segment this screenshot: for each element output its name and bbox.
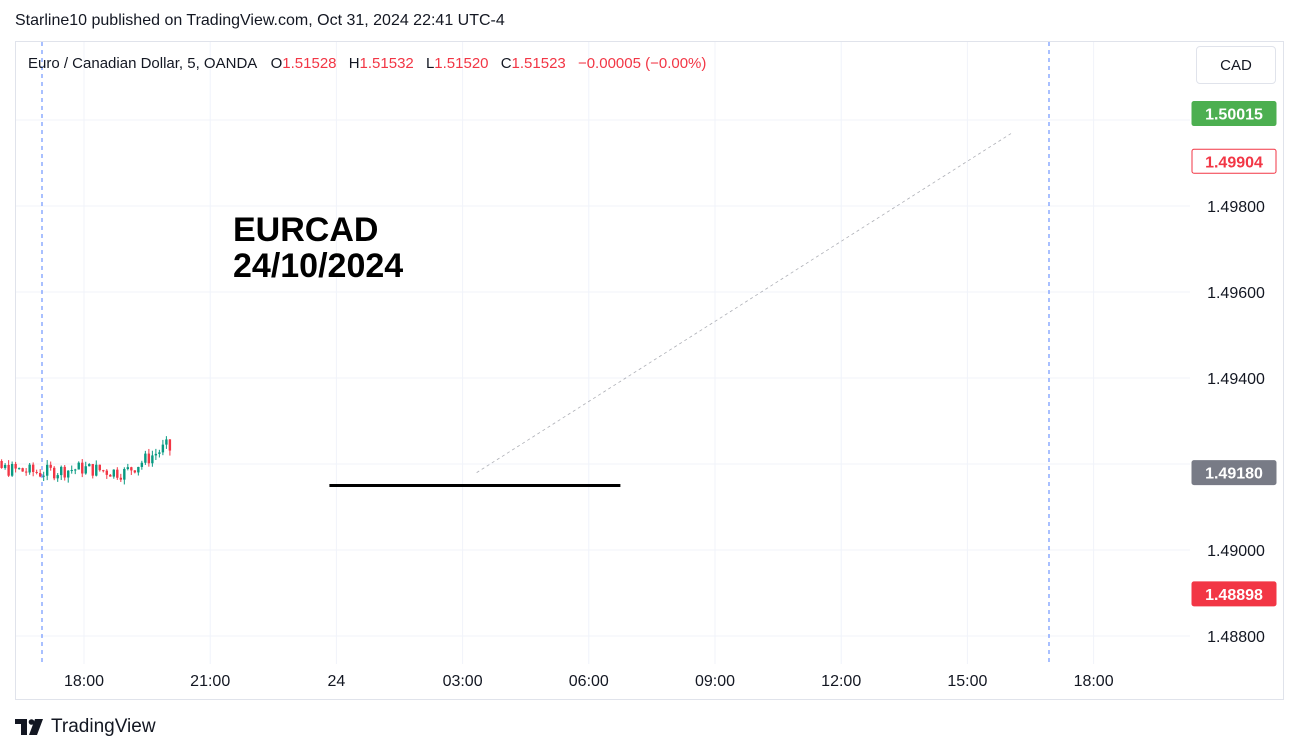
time-tick-label: 21:00 bbox=[190, 673, 230, 690]
candle bbox=[154, 453, 158, 456]
candle bbox=[165, 439, 168, 445]
candle bbox=[102, 470, 105, 472]
tradingview-logo-icon bbox=[15, 719, 43, 735]
grid-lines bbox=[16, 42, 1190, 664]
candle bbox=[77, 462, 80, 470]
time-tick-label: 03:00 bbox=[443, 673, 483, 690]
chart-annotation: EURCAD 24/10/2024 bbox=[233, 212, 403, 284]
annotation-date: 24/10/2024 bbox=[233, 247, 404, 285]
candle bbox=[35, 471, 38, 473]
candle bbox=[7, 464, 10, 476]
time-axis: 18:00 21:00 24 03:00 06:00 09:00 12:00 15:00 18:… bbox=[64, 673, 1114, 690]
candle bbox=[81, 462, 84, 474]
candle bbox=[133, 470, 137, 473]
entry-price-badge-text: 1.49180 bbox=[1205, 466, 1263, 483]
current-price-badge-text: 1.49904 bbox=[1205, 154, 1263, 171]
time-tick-label: 06:00 bbox=[569, 673, 609, 690]
candle bbox=[28, 464, 31, 473]
stop-price-badge-text: 1.48898 bbox=[1205, 587, 1263, 604]
candle bbox=[98, 464, 101, 471]
candle bbox=[38, 472, 42, 477]
candle bbox=[168, 439, 172, 451]
price-badges: 1.50015 1.49904 1.49180 1.48898 bbox=[1191, 101, 1277, 607]
position-diagonal bbox=[476, 133, 1012, 473]
candle bbox=[112, 469, 115, 477]
position-zones bbox=[476, 133, 1012, 473]
published-info: Starline10 published on TradingView.com,… bbox=[15, 12, 505, 29]
symbol-name: Euro / Canadian Dollar, 5, OANDA bbox=[28, 55, 257, 72]
close-value: 1.51523 bbox=[511, 55, 566, 72]
open-value: 1.51528 bbox=[282, 55, 337, 72]
price-axis: 1.48800 1.49000 1.49400 1.49600 1.49800 bbox=[1207, 199, 1265, 646]
chart-frame bbox=[15, 41, 1284, 700]
candle bbox=[56, 475, 59, 479]
candle bbox=[70, 470, 73, 472]
candle bbox=[151, 455, 154, 464]
candle bbox=[49, 464, 52, 468]
candle bbox=[158, 452, 161, 454]
candle bbox=[24, 471, 28, 473]
change-value: −0.00005 (−0.00%) bbox=[577, 55, 707, 72]
candle bbox=[91, 464, 94, 476]
candle bbox=[95, 464, 98, 476]
currency-button[interactable]: CAD bbox=[1196, 46, 1276, 84]
time-tick-label: 12:00 bbox=[821, 673, 861, 690]
price-tick-label: 1.49400 bbox=[1207, 371, 1265, 388]
candles bbox=[0, 436, 172, 485]
price-tick-label: 1.48800 bbox=[1207, 629, 1265, 646]
candle bbox=[137, 466, 140, 473]
candle bbox=[14, 463, 17, 469]
candle bbox=[17, 468, 21, 470]
candle bbox=[105, 470, 108, 475]
entry-price-badge bbox=[1191, 460, 1277, 486]
candle bbox=[60, 466, 63, 476]
candle bbox=[74, 469, 77, 471]
high-label: H bbox=[348, 55, 360, 72]
price-tick-label: 1.49600 bbox=[1207, 285, 1265, 302]
low-label: L bbox=[425, 55, 435, 72]
candle bbox=[88, 464, 91, 467]
target-price-badge-text: 1.50015 bbox=[1205, 107, 1263, 124]
time-tick-label: 24 bbox=[328, 673, 346, 690]
candle bbox=[10, 463, 14, 476]
annotation-symbol: EURCAD bbox=[233, 211, 379, 249]
price-tick-label: 1.49000 bbox=[1207, 543, 1265, 560]
candle bbox=[140, 462, 144, 467]
candle bbox=[63, 466, 66, 478]
time-tick-label: 09:00 bbox=[695, 673, 735, 690]
candle bbox=[84, 466, 87, 474]
time-tick-label: 15:00 bbox=[947, 673, 987, 690]
high-value: 1.51532 bbox=[359, 55, 414, 72]
candle bbox=[53, 467, 56, 479]
time-tick-label: 18:00 bbox=[1074, 673, 1114, 690]
close-label: C bbox=[500, 55, 512, 72]
candle bbox=[119, 477, 123, 480]
candle bbox=[45, 464, 49, 476]
candle bbox=[31, 464, 35, 472]
candle bbox=[126, 467, 130, 470]
stop-price-badge bbox=[1191, 581, 1277, 607]
candle bbox=[0, 460, 3, 468]
target-price-badge bbox=[1191, 101, 1277, 127]
tradingview-logo[interactable]: TradingView bbox=[15, 716, 156, 738]
open-label: O bbox=[270, 55, 283, 72]
tradingview-brand: TradingView bbox=[51, 716, 156, 737]
candle bbox=[161, 444, 165, 453]
candle bbox=[130, 467, 133, 471]
price-tick-label: 1.49800 bbox=[1207, 199, 1265, 216]
candle bbox=[3, 464, 7, 468]
time-tick-label: 18:00 bbox=[64, 673, 104, 690]
candle bbox=[42, 475, 45, 477]
low-value: 1.51520 bbox=[434, 55, 489, 72]
candle bbox=[123, 469, 126, 480]
candle bbox=[116, 469, 119, 478]
candle bbox=[67, 470, 70, 478]
candle bbox=[109, 474, 112, 477]
candle bbox=[21, 468, 24, 472]
symbol-legend: Euro / Canadian Dollar, 5, OANDA O1.5152… bbox=[28, 55, 706, 72]
current-price-badge bbox=[1191, 148, 1277, 174]
candle bbox=[147, 453, 151, 464]
candle bbox=[144, 453, 147, 463]
